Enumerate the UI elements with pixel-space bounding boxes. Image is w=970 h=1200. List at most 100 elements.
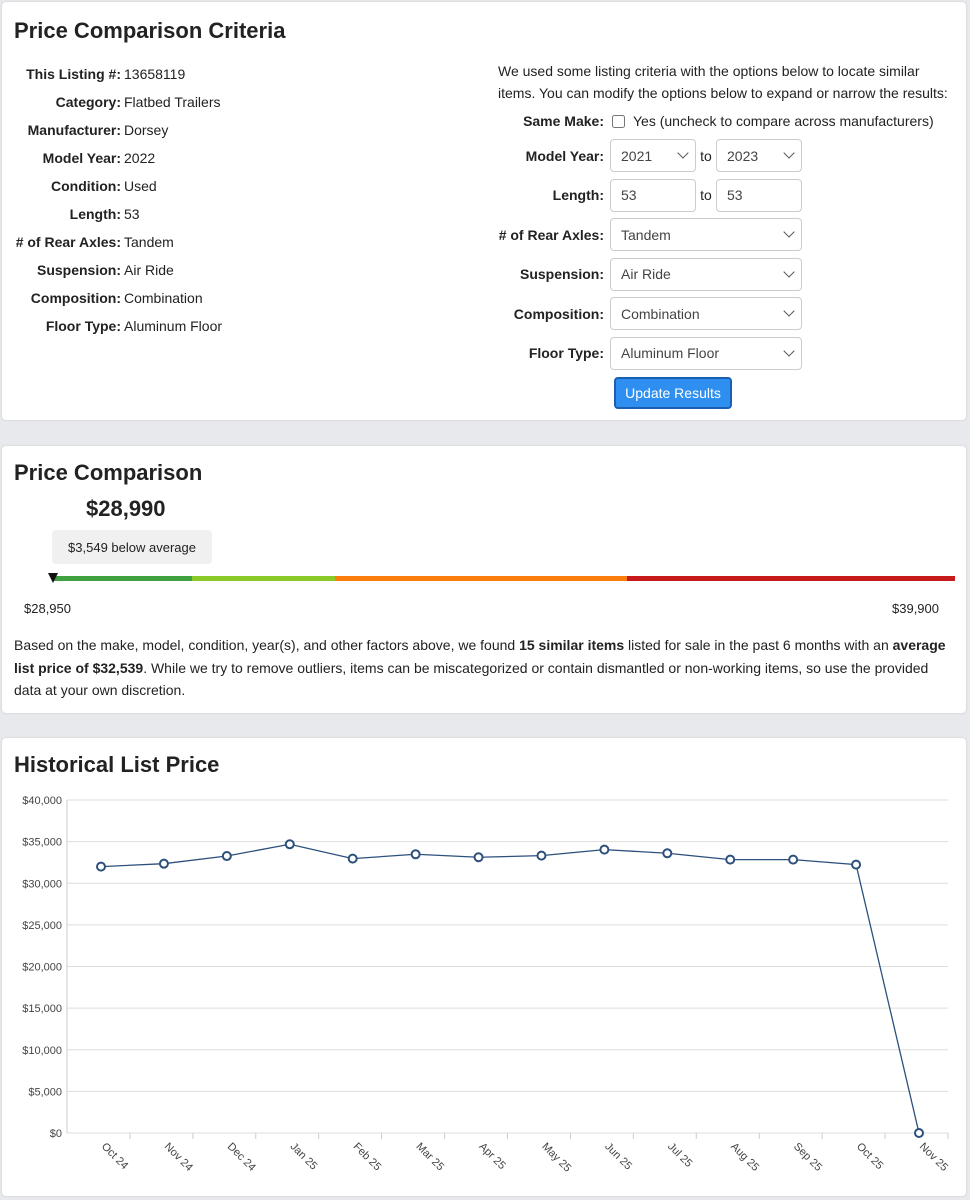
y-tick-label: $25,000	[22, 920, 62, 932]
y-tick-label: $0	[50, 1128, 62, 1140]
price-comparison-card: Price Comparison $28,990 $3,549 below av…	[2, 446, 966, 713]
listing-detail-row: Manufacturer: Dorsey	[2, 116, 462, 144]
x-tick-label: Nov 25	[917, 1141, 950, 1174]
x-tick-label: Aug 25	[728, 1141, 761, 1174]
data-point	[473, 852, 484, 863]
desc-text: . While we try to remove outliers, items…	[14, 659, 929, 699]
listing-details: This Listing #: 13658119 Category: Flatbed …	[2, 60, 462, 340]
detail-value: 13658119	[124, 66, 186, 82]
detail-label: Model Year:	[42, 150, 121, 166]
data-point	[662, 848, 673, 859]
same-make-label: Same Make:	[523, 113, 604, 129]
composition-value: Combination	[621, 305, 700, 322]
price-bar-good	[192, 576, 335, 581]
data-point	[788, 854, 799, 865]
data-point	[284, 839, 295, 850]
floor-select[interactable]: Aluminum Floor	[610, 336, 802, 370]
detail-label: Manufacturer:	[27, 122, 121, 138]
year-from-value: 2021	[621, 147, 653, 164]
below-average-badge: $3,549 below average	[52, 530, 212, 564]
year-to-select[interactable]: 2023	[716, 139, 802, 173]
axles-value: Tandem	[621, 226, 671, 243]
data-point	[851, 859, 862, 870]
y-tick-label: $5,000	[28, 1086, 62, 1098]
detail-value: Used	[124, 178, 157, 194]
max-price-label: $39,900	[892, 601, 939, 616]
y-tick-label: $20,000	[22, 962, 62, 974]
length-to-input[interactable]: 53	[716, 178, 802, 212]
x-tick-label: Mar 25	[413, 1141, 446, 1174]
listing-detail-row: Suspension: Air Ride	[2, 256, 462, 284]
composition-select[interactable]: Combination	[610, 297, 802, 331]
x-tick-label: Nov 24	[162, 1141, 195, 1174]
desc-text: Based on the make, model, condition, yea…	[14, 637, 520, 653]
same-make-checkbox[interactable]	[612, 114, 625, 128]
price-line-chart: $0 $5,000 $10,000 $15,000 $20,000 $25,000 $30,…	[22, 795, 950, 1175]
update-results-button[interactable]: Update Results	[614, 377, 732, 409]
y-tick-label: $10,000	[22, 1045, 62, 1057]
y-tick-label: $15,000	[22, 1003, 62, 1015]
composition-label: Composition:	[513, 305, 604, 322]
detail-value: 2022	[124, 150, 156, 166]
comparison-description: Based on the make, model, condition, yea…	[14, 634, 959, 702]
x-tick-label: Feb 25	[351, 1141, 384, 1174]
detail-value: Air Ride	[124, 262, 174, 278]
length-from-input[interactable]: 53	[610, 178, 696, 212]
y-tick-label: $30,000	[22, 878, 62, 890]
suspension-value: Air Ride	[621, 266, 671, 283]
detail-label: This Listing #:	[26, 66, 121, 82]
x-tick-label: Sep 25	[791, 1141, 824, 1174]
detail-value: Combination	[124, 290, 203, 306]
price-bar-high	[627, 576, 955, 581]
data-point	[347, 853, 358, 864]
year-to-value: 2023	[727, 147, 759, 164]
listing-detail-row: Floor Type: Aluminum Floor	[2, 312, 462, 340]
price-marker-icon	[48, 573, 58, 583]
data-point	[410, 849, 421, 860]
detail-label: Composition:	[30, 290, 121, 306]
axles-select[interactable]: Tandem	[610, 218, 802, 252]
listing-detail-row: # of Rear Axles: Tandem	[2, 228, 462, 256]
similar-items-count: 15 similar items	[519, 637, 625, 653]
length-label: Length:	[552, 187, 604, 204]
chevron-down-icon	[783, 305, 795, 317]
x-tick-label: Jun 25	[602, 1141, 634, 1173]
axles-label: # of Rear Axles:	[498, 226, 604, 243]
criteria-intro: We used some listing criteria with the o…	[498, 63, 948, 101]
data-point	[158, 858, 169, 869]
same-make-text: Yes (uncheck to compare across manufactu…	[633, 113, 934, 129]
chevron-down-icon	[783, 226, 795, 238]
data-point	[221, 851, 232, 862]
detail-value: 53	[124, 206, 140, 222]
chevron-down-icon	[783, 147, 795, 159]
floor-label: Floor Type:	[528, 345, 604, 362]
to-label: to	[700, 147, 712, 164]
detail-value: Flatbed Trailers	[124, 94, 221, 110]
x-tick-label: Oct 25	[854, 1141, 885, 1172]
detail-label: Length:	[69, 206, 121, 222]
listing-detail-row: Category: Flatbed Trailers	[2, 88, 462, 116]
suspension-label: Suspension:	[519, 266, 604, 283]
price-bar-fair	[335, 576, 627, 581]
listing-detail-row: Condition: Used	[2, 172, 462, 200]
x-tick-label: Dec 24	[225, 1141, 258, 1174]
y-tick-label: $35,000	[22, 837, 62, 849]
detail-label: Category:	[55, 94, 121, 110]
x-tick-label: Oct 24	[99, 1141, 130, 1172]
suspension-select[interactable]: Air Ride	[610, 257, 802, 291]
historical-price-card: Historical List Price $0 $5,000 $10,000 $15…	[2, 738, 966, 1196]
listing-detail-row: Model Year: 2022	[2, 144, 462, 172]
data-point	[599, 844, 610, 855]
data-point	[914, 1128, 924, 1138]
detail-label: # of Rear Axles:	[15, 234, 121, 250]
x-tick-label: Jan 25	[288, 1141, 320, 1173]
data-point	[536, 850, 547, 861]
y-tick-label: $40,000	[22, 795, 62, 807]
criteria-title: Price Comparison Criteria	[14, 18, 286, 43]
detail-value: Tandem	[124, 234, 174, 250]
listing-detail-row: Length: 53	[2, 200, 462, 228]
average-price: average list price of $32,539	[14, 637, 946, 676]
chevron-down-icon	[783, 266, 795, 278]
chart-title: Historical List Price	[14, 752, 220, 777]
year-from-select[interactable]: 2021	[610, 139, 696, 173]
